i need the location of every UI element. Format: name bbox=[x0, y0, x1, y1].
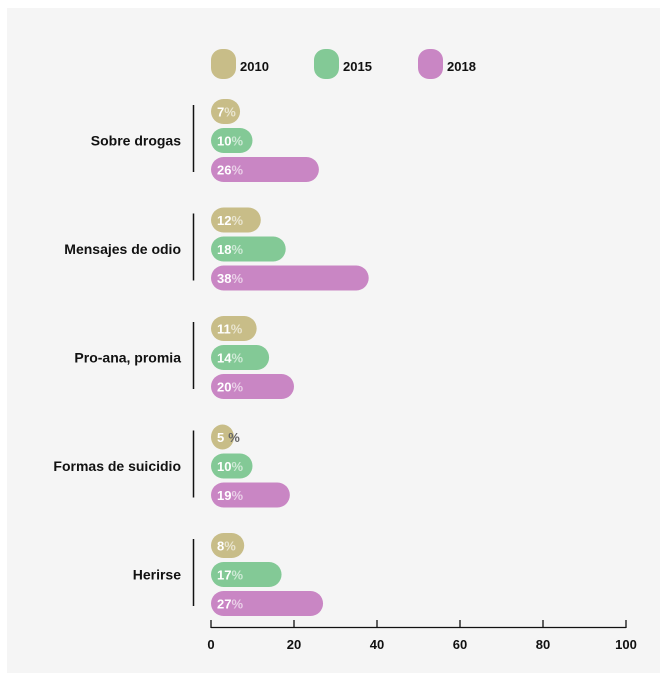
bar-value-label: 17% bbox=[217, 568, 243, 583]
bar-value-label: 5% bbox=[217, 430, 240, 445]
category-group: Mensajes de odio 12% 18% 38% bbox=[64, 207, 369, 291]
x-tick-label: 0 bbox=[207, 637, 214, 652]
bar-value-label: 7% bbox=[217, 105, 236, 120]
bar-value-label: 38% bbox=[217, 271, 243, 286]
bar-value-label: 10% bbox=[217, 459, 243, 474]
legend-swatch-2018 bbox=[418, 49, 443, 79]
category-group: Pro-ana, promia 11% 14% 20% bbox=[74, 316, 294, 399]
category-label: Pro-ana, promia bbox=[74, 350, 181, 366]
x-axis: 0 20 40 60 80 100 bbox=[207, 620, 637, 652]
x-tick-label: 100 bbox=[615, 637, 637, 652]
x-tick-label: 80 bbox=[536, 637, 550, 652]
bar-value-label: 14% bbox=[217, 351, 243, 366]
category-group: Sobre drogas 7% 10% 26% bbox=[91, 99, 319, 182]
category-group: Herirse 8% 17% 27% bbox=[133, 533, 324, 616]
bar-2018 bbox=[211, 374, 294, 399]
legend-label-2015: 2015 bbox=[343, 59, 372, 74]
bar-2015 bbox=[211, 128, 253, 153]
bar-2010 bbox=[211, 424, 234, 450]
bar-2018 bbox=[211, 157, 319, 182]
bar-value-label: 20% bbox=[217, 380, 243, 395]
bar-2015 bbox=[211, 453, 253, 479]
bar-2015 bbox=[211, 345, 270, 370]
bar-value-label: 10% bbox=[217, 134, 243, 149]
bar-2015 bbox=[211, 236, 286, 262]
category-label: Mensajes de odio bbox=[64, 241, 181, 257]
bar-value-label: 12% bbox=[217, 213, 243, 228]
category-group: Formas de suicidio 5 % 10% 19% bbox=[53, 424, 290, 508]
bar-value-label: 19% bbox=[217, 488, 243, 503]
category-label: Formas de suicidio bbox=[53, 458, 181, 474]
bar-2018 bbox=[211, 265, 369, 291]
bar-2010 bbox=[211, 207, 261, 233]
category-label: Sobre drogas bbox=[91, 133, 181, 149]
x-tick-label: 20 bbox=[287, 637, 301, 652]
bar-2010 bbox=[211, 533, 245, 558]
bar-2010 bbox=[211, 316, 257, 341]
legend-swatch-2010 bbox=[211, 49, 236, 79]
legend-label-2010: 2010 bbox=[240, 59, 269, 74]
bar-2018 bbox=[211, 591, 324, 616]
bar-value-label: 27% bbox=[217, 597, 243, 612]
bar-2010 bbox=[211, 99, 241, 124]
bar-value-label: 11% bbox=[217, 322, 243, 337]
bar-groups: Sobre drogas 7% 10% 26% Mensajes de odio 12% 1… bbox=[53, 99, 369, 616]
bar-2015 bbox=[211, 562, 282, 587]
bar-2018 bbox=[211, 482, 290, 508]
bar-value-label: 18% bbox=[217, 242, 243, 257]
x-tick-label: 40 bbox=[370, 637, 384, 652]
bar-value-label: 8% bbox=[217, 539, 236, 554]
legend-label-2018: 2018 bbox=[447, 59, 476, 74]
bar-value-label: 26% bbox=[217, 163, 243, 178]
chart-panel bbox=[7, 8, 660, 673]
category-label: Herirse bbox=[133, 567, 181, 583]
legend-swatch-2015 bbox=[314, 49, 339, 79]
x-tick-label: 60 bbox=[453, 637, 467, 652]
legend: 2010 2015 2018 bbox=[211, 49, 476, 79]
